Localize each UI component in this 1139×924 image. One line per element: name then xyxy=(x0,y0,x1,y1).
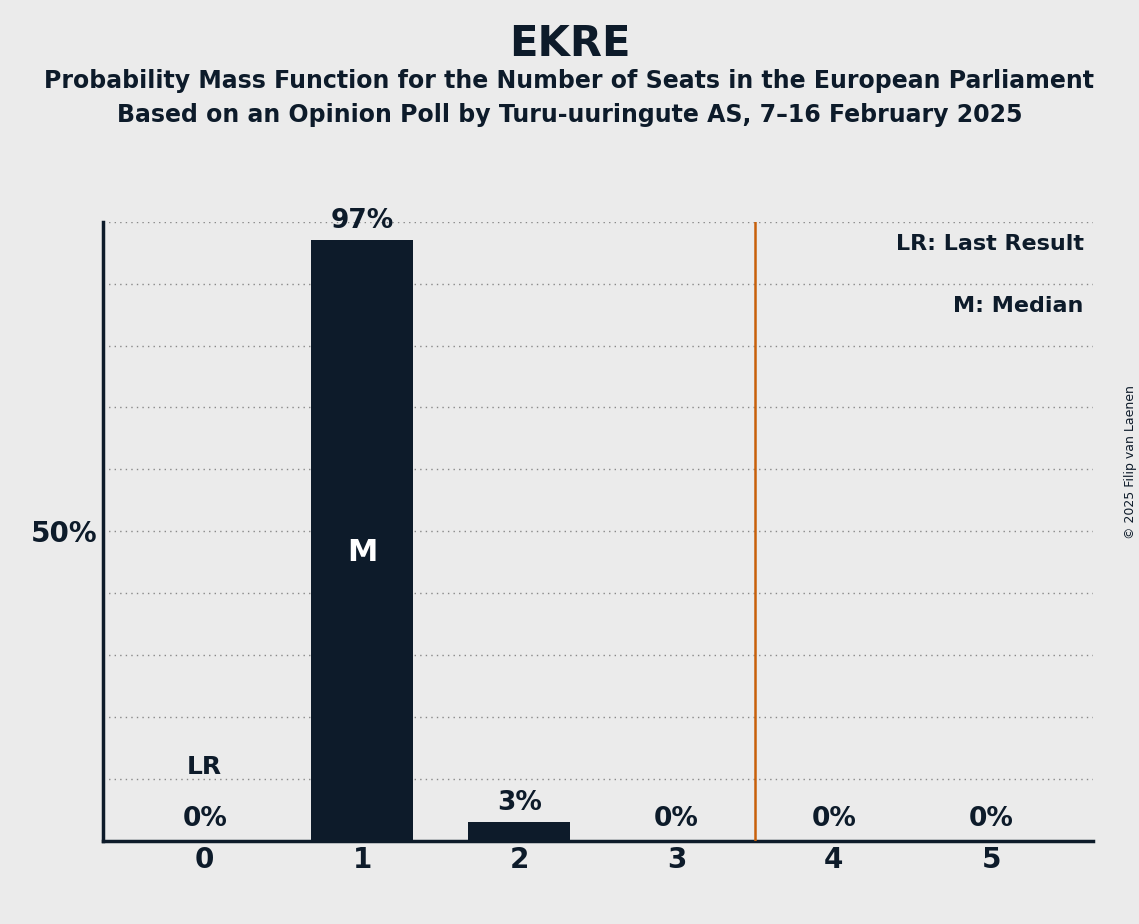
Text: 97%: 97% xyxy=(330,208,394,234)
Text: LR: Last Result: LR: Last Result xyxy=(895,234,1083,254)
Text: 3%: 3% xyxy=(497,790,542,816)
Text: M: M xyxy=(347,538,377,567)
Text: Probability Mass Function for the Number of Seats in the European Parliament: Probability Mass Function for the Number… xyxy=(44,69,1095,93)
Bar xyxy=(468,822,571,841)
Text: EKRE: EKRE xyxy=(509,23,630,65)
Text: 0%: 0% xyxy=(182,806,227,832)
Text: 0%: 0% xyxy=(654,806,699,832)
Text: 0%: 0% xyxy=(969,806,1014,832)
Text: Based on an Opinion Poll by Turu-uuringute AS, 7–16 February 2025: Based on an Opinion Poll by Turu-uuringu… xyxy=(117,103,1022,128)
Text: © 2025 Filip van Laenen: © 2025 Filip van Laenen xyxy=(1124,385,1137,539)
Text: LR: LR xyxy=(187,755,222,779)
Bar xyxy=(311,240,413,841)
Text: M: Median: M: Median xyxy=(953,296,1083,316)
Text: 0%: 0% xyxy=(811,806,857,832)
